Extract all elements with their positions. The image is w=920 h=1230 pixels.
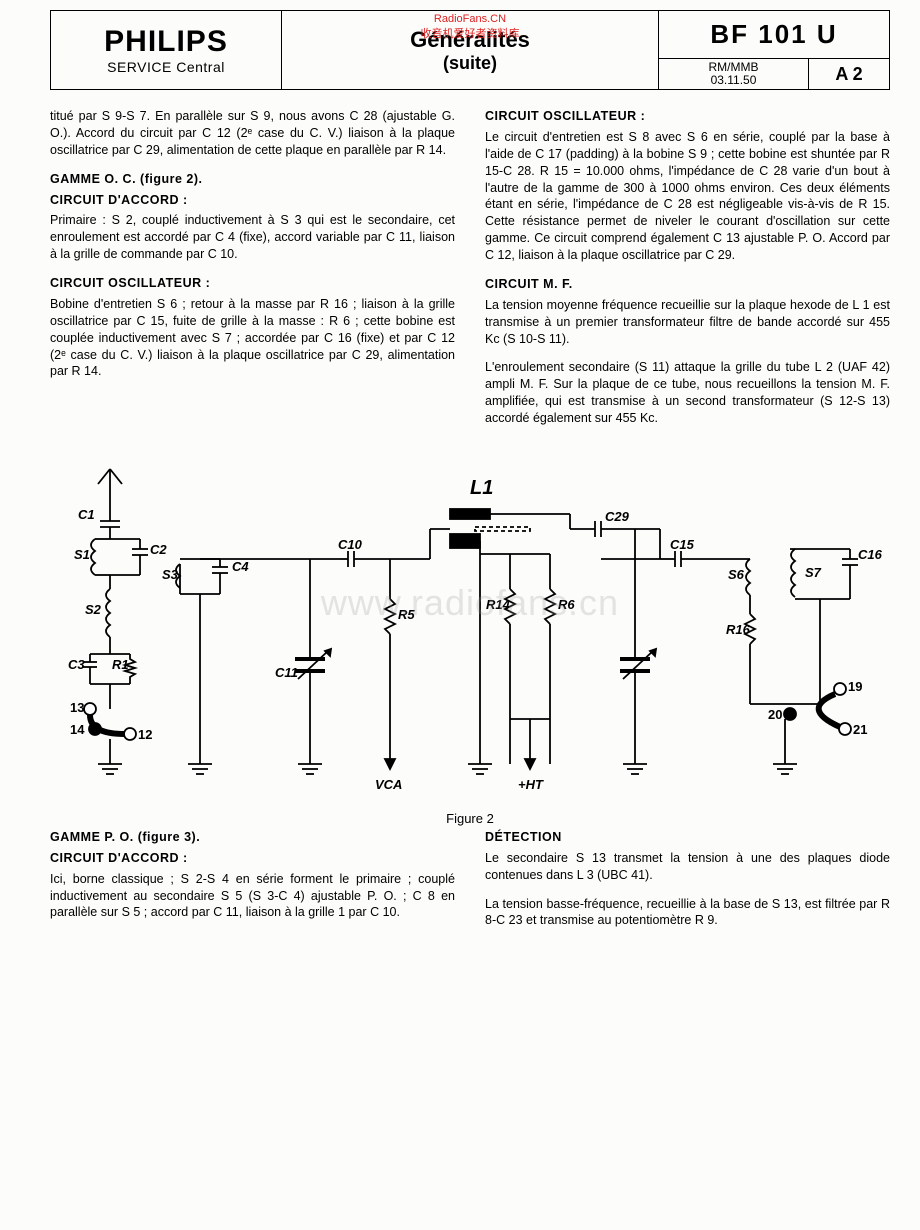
header-brand-cell: PHILIPS SERVICE Central xyxy=(51,11,282,89)
lbl-s1: S1 xyxy=(74,547,90,562)
figure-caption: Figure 2 xyxy=(50,811,890,826)
model-number: BF 101 U xyxy=(659,11,889,59)
heading: CIRCUIT D'ACCORD : xyxy=(50,192,455,209)
lbl-c15: C15 xyxy=(670,537,695,552)
bottom-left-column: GAMME P. O. (figure 3). CIRCUIT D'ACCORD… xyxy=(50,829,455,941)
left-column: titué par S 9-S 7. En parallèle sur S 9,… xyxy=(50,108,455,439)
watermark-top: RadioFans.CN xyxy=(434,13,506,25)
lbl-r14: R14 xyxy=(486,597,511,612)
brand-name: PHILIPS xyxy=(104,25,228,59)
lbl-vca: VCA xyxy=(375,777,402,792)
schematic-svg: C1 C2 S1 S2 C3 R1 S3 C4 C10 C11 R5 L1 C2… xyxy=(50,459,890,809)
ref-line2: 03.11.50 xyxy=(711,74,757,87)
heading: DÉTECTION xyxy=(485,829,890,846)
para: Primaire : S 2, couplé inductivement à S… xyxy=(50,212,455,263)
lbl-s7: S7 xyxy=(805,565,822,580)
lbl-s3: S3 xyxy=(162,567,179,582)
document-page: PHILIPS SERVICE Central RadioFans.CN 收音机… xyxy=(0,0,920,1230)
header-title-cell: RadioFans.CN 收音机爱好者资料库 Généralités (suit… xyxy=(282,11,659,89)
lbl-c10: C10 xyxy=(338,537,363,552)
para: titué par S 9-S 7. En parallèle sur S 9,… xyxy=(50,108,455,159)
right-column: CIRCUIT OSCILLATEUR : Le circuit d'entre… xyxy=(485,108,890,439)
upper-columns: titué par S 9-S 7. En parallèle sur S 9,… xyxy=(50,108,890,439)
lbl-n14: 14 xyxy=(70,722,85,737)
page-code: A 2 xyxy=(809,59,889,89)
schematic-diagram: www.radiofans.cn xyxy=(50,459,890,819)
lbl-c11: C11 xyxy=(275,665,298,680)
heading: CIRCUIT OSCILLATEUR : xyxy=(485,108,890,125)
lbl-ht: +HT xyxy=(518,777,544,792)
lower-columns: GAMME P. O. (figure 3). CIRCUIT D'ACCORD… xyxy=(50,829,890,941)
lbl-r6: R6 xyxy=(558,597,575,612)
lbl-c4: C4 xyxy=(232,559,249,574)
lbl-l1: L1 xyxy=(470,477,493,499)
bottom-right-column: DÉTECTION Le secondaire S 13 transmet la… xyxy=(485,829,890,941)
watermark-cn: 收音机爱好者资料库 xyxy=(421,25,520,41)
lbl-r1: R1 xyxy=(112,657,129,672)
service-line: SERVICE Central xyxy=(107,59,225,75)
heading: GAMME O. C. (figure 2). xyxy=(50,171,455,188)
header-sub-row: RM/MMB 03.11.50 A 2 xyxy=(659,59,889,89)
header-model-cell: BF 101 U RM/MMB 03.11.50 A 2 xyxy=(659,11,889,89)
para: Le secondaire S 13 transmet la tension à… xyxy=(485,850,890,884)
lbl-n12: 12 xyxy=(138,727,152,742)
header: PHILIPS SERVICE Central RadioFans.CN 收音机… xyxy=(50,10,890,90)
lbl-n20: 20 xyxy=(768,707,782,722)
lbl-c29: C29 xyxy=(605,509,630,524)
lbl-s2: S2 xyxy=(85,602,102,617)
heading: CIRCUIT D'ACCORD : xyxy=(50,850,455,867)
para: Le circuit d'entretien est S 8 avec S 6 … xyxy=(485,129,890,264)
lbl-s6: S6 xyxy=(728,567,745,582)
para: Bobine d'entretien S 6 ; retour à la mas… xyxy=(50,296,455,380)
lbl-c2: C2 xyxy=(150,542,167,557)
lbl-n19: 19 xyxy=(848,679,862,694)
para: La tension basse-fréquence, recueillie à… xyxy=(485,896,890,930)
heading: GAMME P. O. (figure 3). xyxy=(50,829,455,846)
lbl-r16: R16 xyxy=(726,622,751,637)
lbl-r5: R5 xyxy=(398,607,415,622)
lbl-c16: C16 xyxy=(858,547,883,562)
para: Ici, borne classique ; S 2-S 4 en série … xyxy=(50,871,455,922)
lbl-c3: C3 xyxy=(68,657,85,672)
ref-date-cell: RM/MMB 03.11.50 xyxy=(659,59,809,89)
para: L'enroulement secondaire (S 11) attaque … xyxy=(485,359,890,427)
lbl-c1: C1 xyxy=(78,507,95,522)
para: La tension moyenne fréquence recueillie … xyxy=(485,297,890,348)
title-line2: (suite) xyxy=(443,53,497,74)
lbl-n21: 21 xyxy=(853,722,867,737)
heading: CIRCUIT M. F. xyxy=(485,276,890,293)
heading: CIRCUIT OSCILLATEUR : xyxy=(50,275,455,292)
lbl-n13: 13 xyxy=(70,700,84,715)
